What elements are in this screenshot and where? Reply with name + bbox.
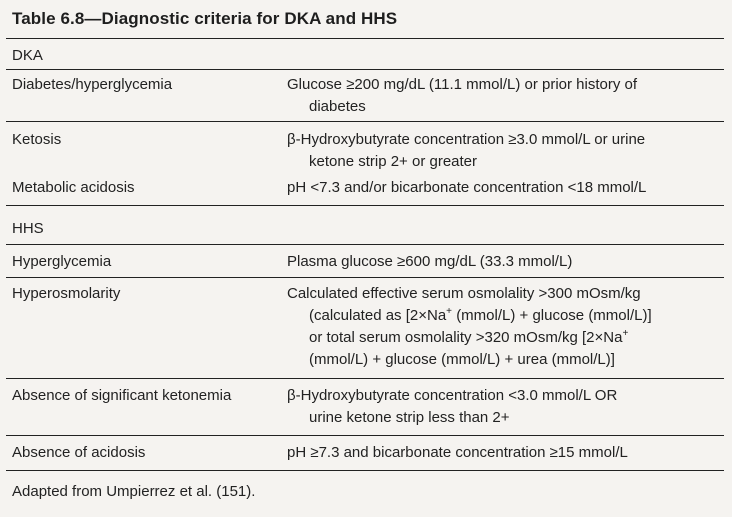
rule-bottom <box>6 470 724 471</box>
definition-line: β-Hydroxybutyrate concentration ≥3.0 mmo… <box>287 131 646 148</box>
definition-line: Glucose ≥200 mg/dL (11.1 mmol/L) or prio… <box>287 76 638 93</box>
definition-line: β-Hydroxybutyrate concentration <3.0 mmo… <box>287 387 618 404</box>
section-heading-dka: DKA <box>12 47 43 64</box>
definition-line: Calculated effective serum osmolality >3… <box>287 285 641 302</box>
row-divider <box>6 435 724 436</box>
row-divider <box>6 121 724 122</box>
criterion-cell: Absence of significant ketonemia <box>12 387 232 404</box>
criterion-cell: Diabetes/hyperglycemia <box>12 76 173 93</box>
definition-line: pH <7.3 and/or bicarbonate concentration… <box>287 179 647 196</box>
definition-line: (calculated as [2×Na+ (mmol/L) + glucose… <box>309 306 652 325</box>
criterion-cell: Absence of acidosis <box>12 444 146 461</box>
definition-cell: β-Hydroxybutyrate concentration <3.0 mmo… <box>287 385 722 429</box>
row-divider <box>6 277 724 278</box>
table-title: Table 6.8—Diagnostic criteria for DKA an… <box>12 9 398 28</box>
definition-cell: Plasma glucose ≥600 mg/dL (33.3 mmol/L) <box>287 251 722 273</box>
definition-line: Plasma glucose ≥600 mg/dL (33.3 mmol/L) <box>287 253 573 270</box>
rule-dka-head <box>6 69 724 70</box>
row-divider <box>6 378 724 379</box>
criterion-cell: Metabolic acidosis <box>12 179 135 196</box>
diagnostic-criteria-table: Table 6.8—Diagnostic criteria for DKA an… <box>6 0 724 517</box>
table-footnote: Adapted from Umpierrez et al. (151). <box>12 483 256 500</box>
definition-cell: Calculated effective serum osmolality >3… <box>287 283 722 371</box>
rule-hhs-head <box>6 244 724 245</box>
definition-line: or total serum osmolality >320 mOsm/kg [… <box>309 328 629 347</box>
criterion-cell: Ketosis <box>12 131 62 148</box>
definition-cell: Glucose ≥200 mg/dL (11.1 mmol/L) or prio… <box>287 74 722 118</box>
definition-cell: pH <7.3 and/or bicarbonate concentration… <box>287 177 722 199</box>
definition-cell: β-Hydroxybutyrate concentration ≥3.0 mmo… <box>287 129 722 173</box>
definition-cell: pH ≥7.3 and bicarbonate concentration ≥1… <box>287 442 722 464</box>
superscript-plus: + <box>622 328 629 339</box>
definition-line: urine ketone strip less than 2+ <box>309 409 510 426</box>
superscript-plus: + <box>446 306 453 317</box>
criterion-cell: Hyperosmolarity <box>12 285 121 302</box>
definition-line: (mmol/L) + glucose (mmol/L) + urea (mmol… <box>309 351 615 368</box>
rule-dka-end <box>6 205 724 206</box>
criterion-cell: Hyperglycemia <box>12 253 112 270</box>
definition-line: ketone strip 2+ or greater <box>309 153 478 170</box>
rule-top <box>6 38 724 39</box>
definition-line: diabetes <box>309 98 366 115</box>
section-heading-hhs: HHS <box>12 220 44 237</box>
definition-line: pH ≥7.3 and bicarbonate concentration ≥1… <box>287 444 628 461</box>
